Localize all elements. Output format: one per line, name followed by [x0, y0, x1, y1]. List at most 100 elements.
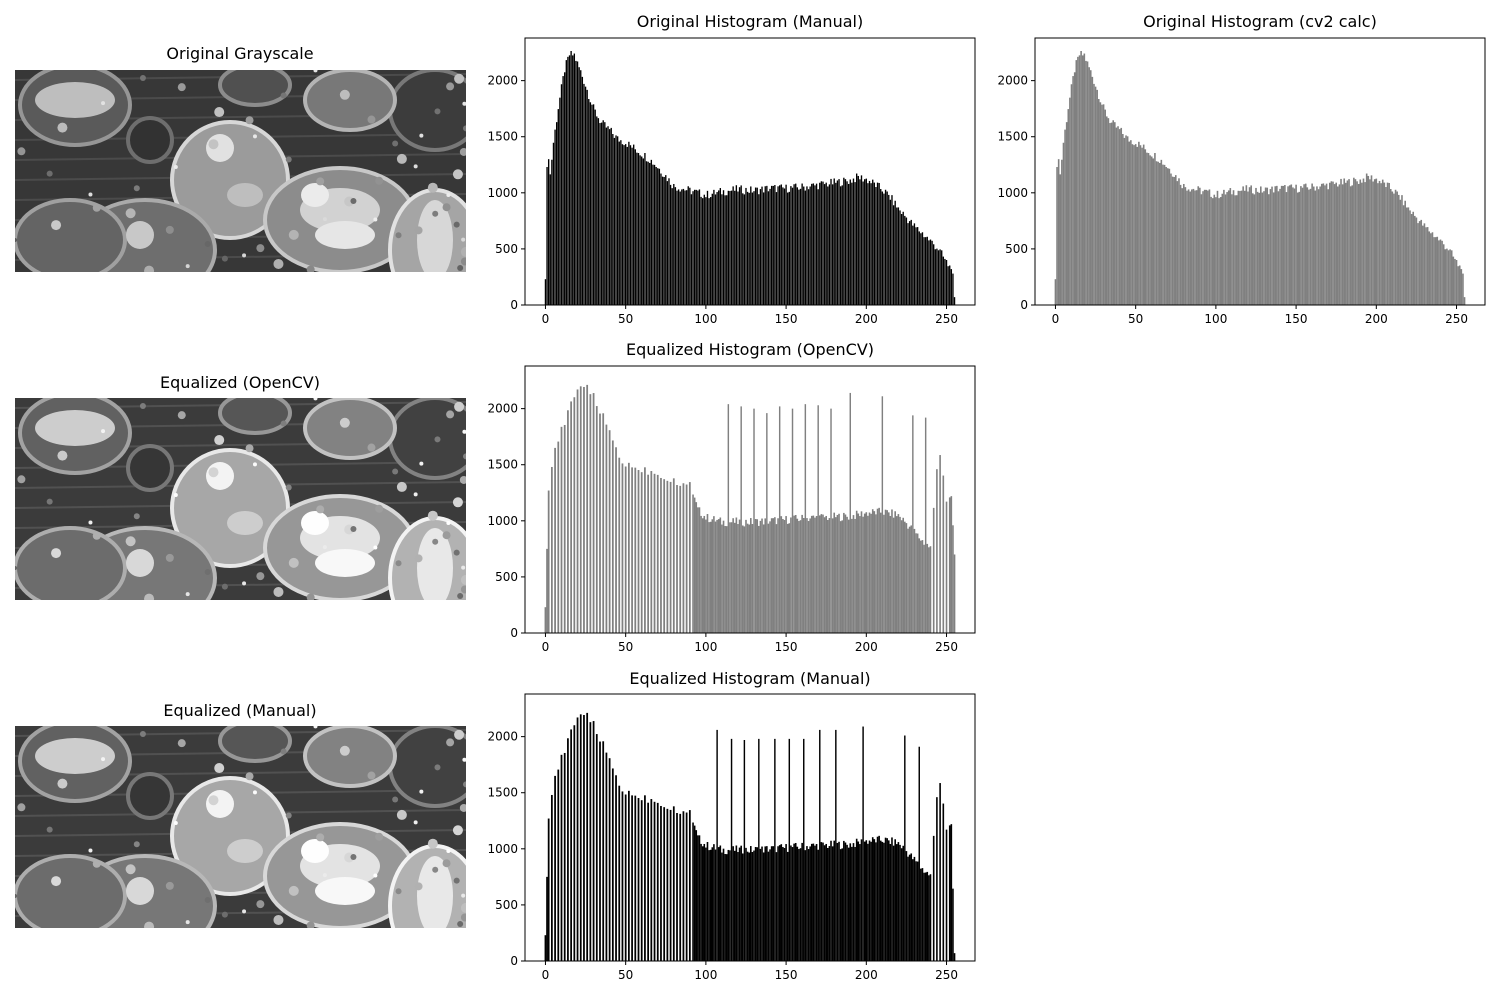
histogram-bar [876, 182, 879, 305]
histogram-bar [637, 470, 640, 633]
histogram-bar [758, 525, 760, 633]
histogram-bar [1463, 297, 1466, 305]
food-detail [446, 738, 455, 747]
histogram-bar [1438, 240, 1440, 305]
histogram-bar [714, 521, 717, 633]
histogram-bar [854, 182, 856, 305]
histogram-bar [746, 851, 749, 961]
food-detail [139, 75, 146, 82]
x-tick-label: 200 [855, 312, 878, 326]
histogram-bar [725, 854, 728, 961]
histogram-bar [1436, 236, 1439, 305]
histogram-bar [950, 496, 953, 633]
histogram-bar [1112, 120, 1115, 305]
food-detail [57, 778, 68, 789]
food-detail [17, 147, 26, 156]
food-detail [350, 853, 357, 860]
food-item [301, 511, 329, 535]
histogram-bar [754, 519, 757, 633]
food-detail [139, 731, 146, 738]
x-tick-label: 250 [935, 312, 958, 326]
histogram-bar [708, 850, 710, 961]
histogram-bar [1174, 175, 1177, 305]
histogram-bar [1126, 136, 1129, 305]
histogram-bar [910, 525, 913, 633]
histogram-bar [1375, 178, 1378, 305]
histogram-bar [810, 515, 813, 633]
histogram-bar [692, 191, 694, 305]
food-detail [88, 192, 93, 197]
histogram-bar [1065, 122, 1068, 305]
histogram-bar [669, 184, 672, 305]
x-tick-label: 150 [775, 968, 798, 982]
food-detail [432, 538, 439, 545]
histogram-bar [1405, 207, 1408, 305]
histogram-bar [902, 211, 904, 305]
histogram-bar [889, 515, 892, 633]
hist-title-equalized-opencv: Equalized Histogram (OpenCV) [625, 340, 875, 359]
food-detail [204, 241, 211, 248]
histogram-bar [1107, 118, 1110, 305]
histogram-bar [924, 417, 927, 633]
food-detail [460, 574, 466, 585]
food-item [227, 511, 263, 535]
food-detail [173, 493, 178, 498]
x-tick-label: 200 [855, 968, 878, 982]
histogram-bar [584, 86, 587, 305]
x-tick-label: 100 [694, 312, 717, 326]
histogram-bar [641, 156, 643, 305]
histogram-bar [1227, 190, 1230, 305]
food-detail [57, 450, 68, 461]
histogram-bar [844, 842, 847, 961]
histogram-bar [746, 523, 749, 633]
x-tick-label: 250 [1445, 312, 1468, 326]
histogram-bar [807, 189, 810, 305]
histogram-bar [594, 109, 596, 306]
y-tick-label: 0 [510, 954, 518, 968]
histogram-bar [892, 205, 895, 305]
histogram-bar [634, 467, 637, 633]
histogram-bar [1099, 102, 1102, 306]
food-detail [339, 745, 350, 756]
histogram-bar [698, 835, 701, 961]
histogram-bar [1054, 279, 1057, 305]
histogram-bar [761, 518, 763, 633]
histogram-bar [807, 849, 810, 961]
histogram-bar [1245, 185, 1248, 305]
histogram-bar [836, 514, 839, 633]
food-detail [51, 876, 62, 887]
histogram-bar [791, 187, 794, 305]
histogram-bar [936, 248, 938, 305]
histogram-bar [841, 185, 843, 305]
histogram-bar [1160, 159, 1163, 305]
histogram-bar [855, 838, 858, 961]
food-plate [303, 726, 397, 788]
histogram-bar [1237, 190, 1240, 305]
histogram-bar [546, 167, 548, 305]
histogram-bar [952, 525, 954, 633]
plot-frame [524, 693, 976, 962]
food-detail [306, 593, 315, 600]
histogram-bar [740, 185, 742, 305]
image-title-equalized-opencv: Equalized (OpenCV) [160, 373, 320, 392]
histogram-bar [889, 199, 892, 305]
histogram-bar [1433, 237, 1435, 305]
histogram-bar [920, 868, 922, 961]
food-detail [313, 70, 318, 73]
histogram-bar [831, 846, 834, 961]
histogram-bar [924, 237, 927, 305]
histogram-bar [894, 511, 896, 633]
food-detail [414, 226, 423, 235]
food-detail [452, 169, 463, 180]
histogram-bar [1458, 265, 1461, 305]
histogram-bar [727, 849, 730, 961]
histogram-bar [1200, 194, 1203, 305]
histogram-bar [815, 516, 818, 633]
histogram-bar [1118, 129, 1121, 305]
histogram-bar [820, 842, 823, 961]
histogram-bar [586, 384, 589, 633]
histogram-bar [778, 845, 781, 961]
histogram-bar [1203, 189, 1206, 305]
histogram-bar [825, 182, 827, 305]
histogram-bar [780, 844, 783, 961]
